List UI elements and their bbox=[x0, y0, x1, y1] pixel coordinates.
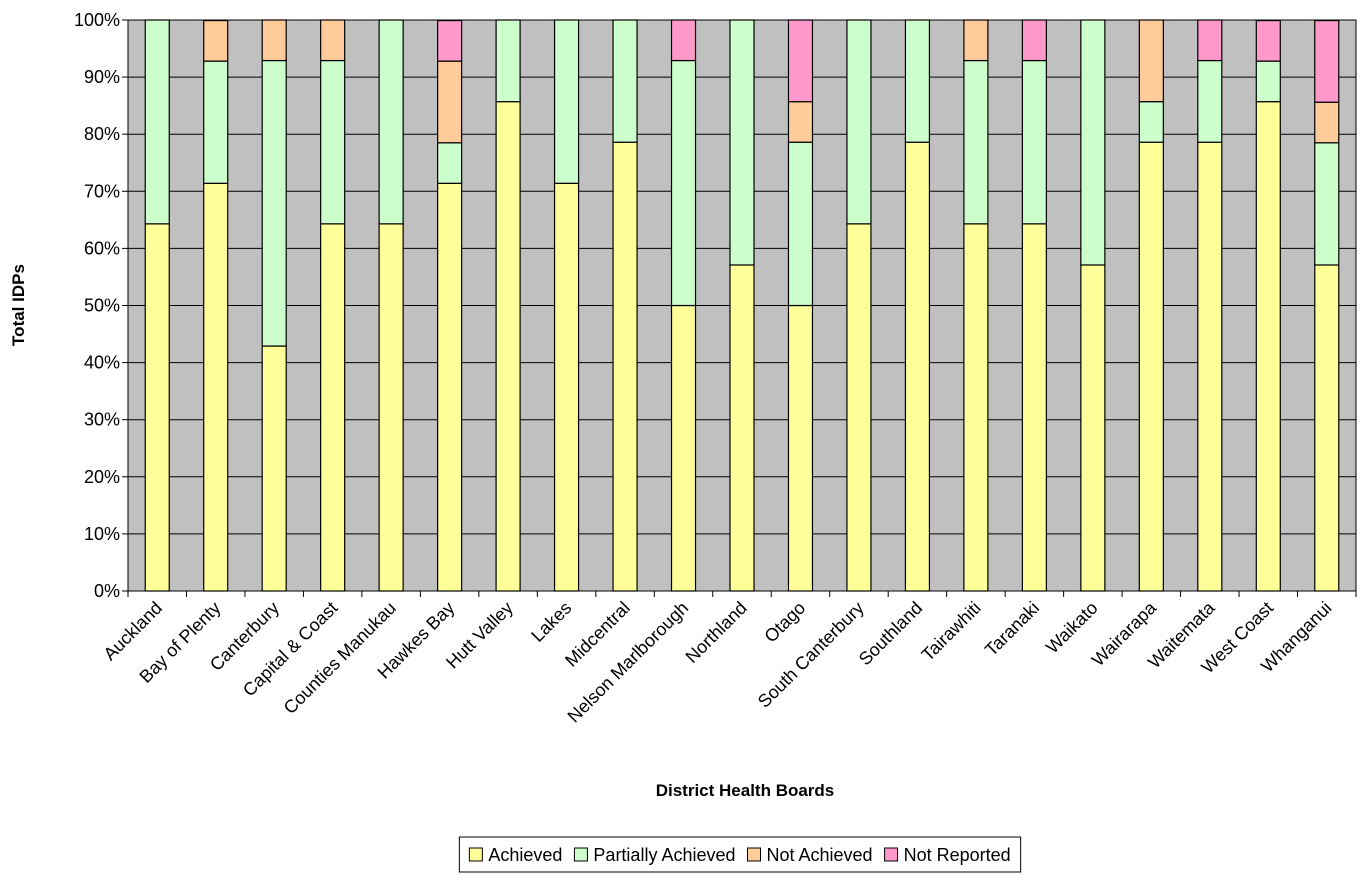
bar-segment-partially-achieved bbox=[963, 59, 989, 225]
bar-segment-partially-achieved bbox=[553, 19, 580, 184]
y-tick-label: 30% bbox=[84, 410, 120, 430]
legend-item-not-achieved: Not Achieved bbox=[747, 845, 873, 865]
y-tick-label: 20% bbox=[84, 467, 120, 487]
bar-segment-partially-achieved bbox=[1138, 101, 1164, 143]
y-tick-label: 80% bbox=[84, 124, 120, 144]
bar-segment-partially-achieved bbox=[670, 59, 697, 307]
legend-box bbox=[458, 836, 1022, 873]
bar-segment-achieved bbox=[904, 141, 931, 592]
legend-label: Achieved bbox=[488, 845, 562, 865]
bar-segment-partially-achieved bbox=[1197, 59, 1223, 143]
y-tick-label: 90% bbox=[84, 67, 120, 87]
y-axis-title: Total IDPs bbox=[9, 264, 28, 346]
bar-segment-achieved bbox=[495, 101, 521, 592]
x-axis-title: District Health Boards bbox=[656, 781, 835, 800]
legend-swatch bbox=[468, 847, 483, 862]
x-tick-label: Otago bbox=[760, 598, 809, 647]
bar-segment-not-reported bbox=[437, 19, 463, 62]
legend-swatch bbox=[747, 847, 761, 862]
legend-item-not-reported: Not Reported bbox=[884, 845, 1011, 865]
y-tick-label: 40% bbox=[84, 353, 120, 373]
x-tick-label: Taranaki bbox=[981, 598, 1043, 660]
legend-item-partially-achieved: Partially Achieved bbox=[573, 845, 736, 865]
bar-segment-achieved bbox=[553, 182, 580, 592]
bar-segment-achieved bbox=[144, 223, 170, 592]
bar-segment-achieved bbox=[729, 264, 755, 592]
bar-segment-achieved bbox=[1255, 101, 1281, 592]
bar-segment-partially-achieved bbox=[378, 19, 404, 225]
bar-segment-not-achieved bbox=[787, 101, 814, 143]
bar-segment-not-achieved bbox=[963, 19, 989, 62]
x-tick-label: South Canterbury bbox=[754, 598, 868, 712]
y-tick-label: 50% bbox=[84, 296, 120, 316]
bar-segment-not-achieved bbox=[437, 60, 463, 144]
bar-segment-achieved bbox=[1138, 141, 1164, 592]
bar-segment-partially-achieved bbox=[144, 19, 170, 225]
bar-segment-partially-achieved bbox=[787, 141, 814, 307]
bar-segment-partially-achieved bbox=[846, 19, 872, 225]
y-axis: 0% 10% 20% 30% 40% 50% 60% 70% 80% 90% 100% bbox=[74, 10, 128, 601]
bar-segment-not-reported bbox=[787, 19, 814, 103]
y-tick-label: 0% bbox=[94, 581, 120, 601]
y-tick-label: 70% bbox=[84, 181, 120, 201]
x-tick-label: Northland bbox=[681, 598, 750, 667]
x-tick-label: Tairawhiti bbox=[918, 598, 985, 665]
bar-segment-not-achieved bbox=[203, 19, 229, 62]
legend: Achieved Partially Achieved Not Achieved No… bbox=[458, 836, 1022, 873]
bar-segment-partially-achieved bbox=[729, 19, 755, 266]
bar-segment-achieved bbox=[670, 304, 697, 592]
bar-segment-achieved bbox=[203, 182, 229, 592]
bar-segment-achieved bbox=[787, 304, 814, 592]
bar-segment-partially-achieved bbox=[1021, 59, 1047, 225]
bar-segment-achieved bbox=[963, 223, 989, 592]
bar-segment-achieved bbox=[1021, 223, 1047, 592]
bar-segment-partially-achieved bbox=[437, 142, 463, 184]
y-tick-label: 100% bbox=[74, 10, 120, 30]
bar-segment-partially-achieved bbox=[320, 59, 346, 225]
bar-segment-not-reported bbox=[670, 19, 697, 62]
x-tick-label: Southland bbox=[855, 598, 926, 669]
y-tick-label: 10% bbox=[84, 524, 120, 544]
bar-segment-not-achieved bbox=[1138, 19, 1164, 103]
bar-segment-partially-achieved bbox=[612, 19, 638, 143]
bar-segment-not-achieved bbox=[261, 19, 287, 62]
bar-segment-not-reported bbox=[1021, 19, 1047, 62]
bar-segment-not-achieved bbox=[1314, 101, 1340, 144]
bar-segment-achieved bbox=[1080, 264, 1106, 592]
legend-item-achieved: Achieved bbox=[468, 845, 562, 865]
x-tick-label: Counties Manukau bbox=[280, 598, 400, 718]
legend-swatch bbox=[573, 847, 588, 862]
bar-segment-not-reported bbox=[1255, 19, 1281, 62]
bar-segment-achieved bbox=[846, 223, 872, 592]
bar-segment-partially-achieved bbox=[1314, 142, 1340, 266]
bar-segment-not-achieved bbox=[320, 19, 346, 62]
legend-swatch bbox=[884, 847, 899, 862]
x-tick-label: Waikato bbox=[1042, 598, 1102, 658]
bar-segment-achieved bbox=[261, 345, 287, 592]
bar-segment-partially-achieved bbox=[261, 59, 287, 347]
bar-segment-achieved bbox=[1314, 264, 1340, 592]
bar-segment-partially-achieved bbox=[203, 60, 229, 184]
y-tick-label: 60% bbox=[84, 238, 120, 258]
bar-segment-partially-achieved bbox=[904, 19, 931, 143]
bar-segment-partially-achieved bbox=[495, 19, 521, 103]
bar-segment-partially-achieved bbox=[1255, 60, 1281, 103]
bar-segment-achieved bbox=[320, 223, 346, 592]
legend-label: Partially Achieved bbox=[593, 845, 735, 865]
bar-segment-achieved bbox=[1197, 141, 1223, 592]
bar-segment-not-reported bbox=[1314, 19, 1340, 103]
bar-segment-achieved bbox=[378, 223, 404, 592]
bar-segment-not-reported bbox=[1197, 19, 1223, 62]
bar-segment-achieved bbox=[437, 182, 463, 592]
bar-segment-partially-achieved bbox=[1080, 19, 1106, 266]
legend-label: Not Achieved bbox=[767, 845, 873, 865]
bar-segment-achieved bbox=[612, 141, 638, 592]
legend-label: Not Reported bbox=[904, 845, 1011, 865]
plot-area bbox=[127, 19, 1357, 592]
x-tick-label: Lakes bbox=[527, 598, 575, 646]
